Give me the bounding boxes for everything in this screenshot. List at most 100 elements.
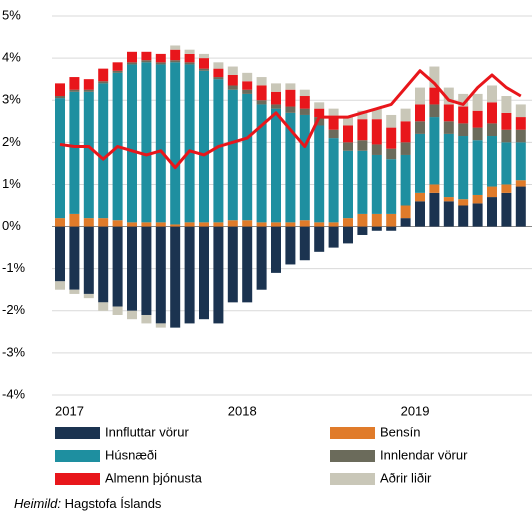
bar-segment xyxy=(141,62,152,223)
bar-segment xyxy=(400,205,411,219)
bar-segment xyxy=(256,226,267,290)
bar-segment xyxy=(328,108,339,118)
bar-segment xyxy=(112,220,123,227)
bar-segment xyxy=(357,140,368,151)
y-tick-label: 5% xyxy=(2,7,21,22)
bar-segment xyxy=(213,226,224,324)
bar-segment xyxy=(285,112,296,223)
bar-segment xyxy=(472,93,483,111)
bar-segment xyxy=(155,226,166,324)
legend-swatch xyxy=(330,450,375,462)
bar-segment xyxy=(314,222,325,227)
bar-segment xyxy=(285,222,296,227)
bar-segment xyxy=(184,62,195,65)
bar-segment xyxy=(69,77,80,90)
bar-segment xyxy=(199,58,209,69)
bar-segment xyxy=(458,136,469,200)
bar-segment xyxy=(472,140,483,195)
bar-segment xyxy=(299,226,310,261)
bar-segment xyxy=(55,83,65,97)
bar-segment xyxy=(55,218,65,227)
bar-segment xyxy=(184,53,195,63)
bar-segment xyxy=(242,220,253,227)
bar-segment xyxy=(98,68,109,82)
bar-segment xyxy=(83,293,94,299)
bar-segment xyxy=(314,102,325,109)
bar-segment xyxy=(314,125,325,223)
legend-label: Aðrir liðir xyxy=(380,470,432,485)
bar-segment xyxy=(83,79,94,90)
bar-segment xyxy=(429,87,440,105)
bar-segment xyxy=(155,222,166,227)
bar-segment xyxy=(242,93,253,221)
bar-segment xyxy=(141,51,152,61)
bar-segment xyxy=(98,83,109,219)
bar-segment xyxy=(184,64,195,223)
bar-segment xyxy=(501,184,512,193)
bar-segment xyxy=(515,104,526,118)
bar-segment xyxy=(415,201,425,227)
bar-segment xyxy=(415,133,425,193)
bar-segment xyxy=(400,142,411,155)
legend-swatch xyxy=(330,427,375,439)
bar-segment xyxy=(98,218,109,227)
bar-segment xyxy=(271,226,281,273)
bar-segment xyxy=(429,184,440,193)
bar-segment xyxy=(343,150,353,219)
bar-segment xyxy=(487,186,497,198)
bar-segment xyxy=(227,85,238,90)
bar-segment xyxy=(472,110,483,128)
bar-segment xyxy=(213,62,224,69)
bar-segment xyxy=(371,226,382,231)
bar-segment xyxy=(357,110,368,120)
bar-segment xyxy=(386,114,397,128)
bar-segment xyxy=(184,49,195,54)
bar-segment xyxy=(501,129,512,143)
bar-segment xyxy=(343,117,353,126)
legend-label: Innlendar vörur xyxy=(380,447,468,462)
bar-segment xyxy=(127,222,137,227)
bar-segment xyxy=(515,180,526,187)
bar-segment xyxy=(170,224,181,227)
y-tick-label: 1% xyxy=(2,176,21,191)
bar-segment xyxy=(199,53,209,59)
source-text: Hagstofa Íslands xyxy=(65,496,162,511)
bar-segment xyxy=(343,226,353,244)
bar-segment xyxy=(227,74,238,86)
bar-segment xyxy=(328,222,339,227)
bar-segment xyxy=(487,123,497,137)
bar-segment xyxy=(515,142,526,181)
bar-segment xyxy=(299,96,310,109)
legend-label: Innfluttar vörur xyxy=(105,424,189,439)
bar-segment xyxy=(487,102,497,124)
bar-segment xyxy=(213,222,224,227)
bar-segment xyxy=(141,60,152,63)
y-tick-label: 4% xyxy=(2,50,21,65)
bar-segment xyxy=(170,62,181,225)
bar-segment xyxy=(69,89,80,92)
legend-swatch xyxy=(55,427,100,439)
bar-segment xyxy=(443,201,454,227)
bar-segment xyxy=(112,62,123,71)
bar-segment xyxy=(170,226,181,328)
bar-segment xyxy=(429,117,440,185)
bar-segment xyxy=(55,96,65,99)
bar-segment xyxy=(98,302,109,311)
bar-segment xyxy=(213,68,224,78)
bar-segment xyxy=(69,226,80,290)
bar-segment xyxy=(69,213,80,227)
bar-segment xyxy=(357,119,368,141)
bar-segment xyxy=(487,85,497,103)
bar-segment xyxy=(386,226,397,231)
bar-segment xyxy=(83,218,94,227)
bar-segment xyxy=(328,117,339,130)
bar-segment xyxy=(271,222,281,227)
bar-segment xyxy=(256,222,267,227)
source: Heimild: Hagstofa Íslands xyxy=(14,496,162,511)
bar-segment xyxy=(443,133,454,198)
legend-swatch xyxy=(55,473,100,485)
bar-segment xyxy=(299,89,310,97)
bar-segment xyxy=(458,123,469,137)
bar-segment xyxy=(515,117,526,130)
bar-segment xyxy=(127,310,137,320)
